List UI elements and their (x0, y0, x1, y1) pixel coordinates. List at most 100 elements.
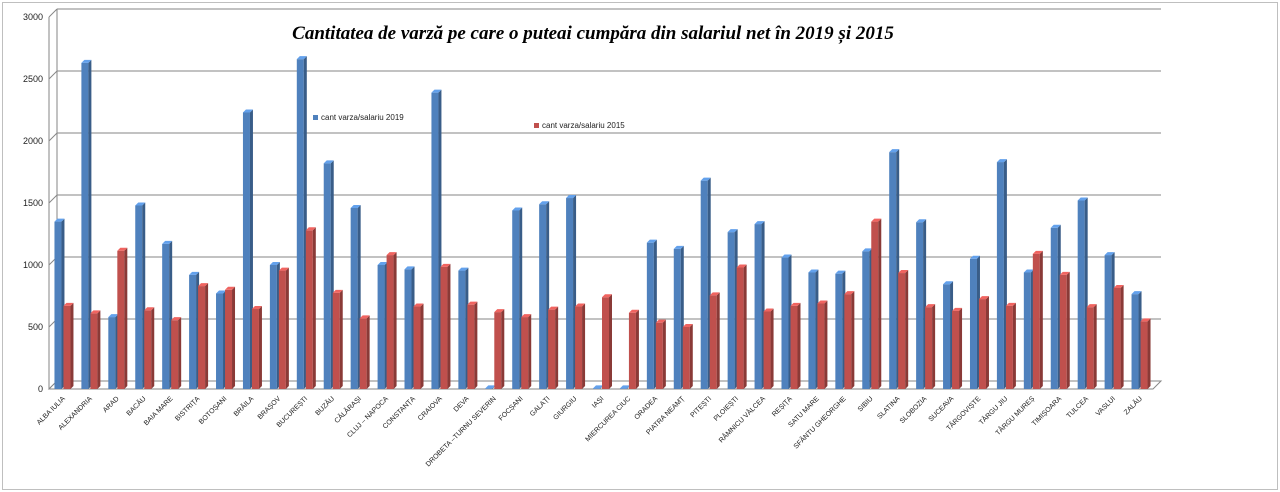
bar-top (1032, 250, 1043, 254)
bar-side (878, 218, 882, 389)
bar-top (736, 264, 747, 268)
bar-side (124, 247, 128, 389)
bar-2015 (305, 227, 316, 389)
bar-2019 (1104, 252, 1115, 389)
bar-side (70, 302, 74, 389)
bar-2019 (404, 266, 415, 389)
bar-front (916, 222, 924, 389)
x-category-label: BACĂU (124, 394, 147, 417)
bar-side (151, 307, 155, 389)
bar-front (117, 250, 125, 389)
bar-front (655, 322, 663, 389)
bar-top (1140, 318, 1151, 322)
bar-2019 (216, 290, 227, 389)
x-category-label: SLATINA (876, 395, 901, 420)
bar-top (808, 269, 819, 273)
x-category-label: SFÂNTU GHEORGHE (791, 394, 848, 451)
bar-2019 (754, 221, 765, 389)
legend-swatch-2015 (534, 123, 539, 128)
bar-2019 (512, 207, 523, 389)
bar-front (251, 309, 259, 389)
bar-2019 (1050, 224, 1061, 389)
bar-side (609, 294, 612, 389)
bar-front (619, 388, 627, 389)
bar-top (682, 324, 693, 327)
bar-front (431, 92, 439, 389)
x-category-label: SLOBOZIA (899, 395, 929, 425)
bar-side (797, 302, 801, 389)
bar-side (258, 306, 262, 389)
bar-front (521, 317, 529, 389)
x-category-label: PITEȘTI (689, 395, 713, 419)
bar-front (144, 310, 152, 389)
bar-side (447, 263, 451, 389)
bar-front (269, 265, 277, 389)
bar-2015 (440, 263, 451, 389)
bar-front (1050, 227, 1058, 389)
bar-2015 (655, 319, 666, 389)
bar-2015 (602, 294, 612, 389)
bar-front (952, 310, 960, 389)
bar-2019 (458, 267, 469, 389)
bar-2015 (467, 301, 478, 389)
bar-side (689, 324, 693, 389)
bar-side (1120, 284, 1124, 389)
bar-top (431, 89, 442, 93)
bar-top (171, 317, 182, 321)
bar-2019 (943, 281, 954, 389)
bar-2019 (566, 195, 577, 389)
bar-front (198, 286, 206, 389)
bar-2015 (575, 303, 586, 389)
bar-front (404, 269, 412, 389)
bar-top (925, 304, 936, 308)
bar-top (225, 286, 236, 290)
gridline-depth-6 (48, 8, 58, 18)
bar-top (359, 315, 370, 319)
bar-side (824, 300, 828, 389)
legend-label-2019: cant varza/salariu 2019 (321, 113, 404, 122)
bar-front (943, 284, 951, 389)
bar-front (440, 266, 448, 389)
bar-2015 (332, 289, 343, 389)
x-category-label: REȘIȚA (771, 395, 794, 418)
bar-2019 (377, 262, 388, 389)
bar-front (844, 294, 852, 389)
legend-swatch-2019 (313, 115, 318, 120)
bar-top (305, 227, 316, 231)
bar-front (1113, 287, 1121, 389)
bar-side (232, 286, 236, 389)
x-category-label: VASLUI (1095, 395, 1117, 417)
bar-side (285, 267, 289, 389)
bar-2015 (763, 308, 774, 389)
x-category-label: TULCEA (1066, 395, 1091, 420)
bar-top (278, 267, 289, 271)
bar-front (296, 59, 304, 389)
bar-top (593, 385, 603, 389)
bar-front (682, 327, 690, 389)
bar-front (862, 251, 870, 389)
bar-front (458, 270, 466, 389)
bar-front (225, 289, 233, 389)
bar-top (548, 306, 559, 310)
bar-top (521, 314, 532, 318)
bar-front (1131, 294, 1139, 389)
bar-top (952, 307, 963, 311)
x-category-label: BRĂILA (231, 394, 255, 418)
bar-top (655, 319, 666, 323)
bar-front (216, 293, 224, 389)
x-category-label: MIERCUREA CIUC (584, 395, 632, 443)
bar-2019 (916, 219, 927, 389)
bar-2015 (117, 247, 128, 389)
bar-2019 (1131, 291, 1142, 389)
bar-2015 (386, 252, 397, 389)
bar-side (501, 309, 505, 389)
bar-top (108, 314, 119, 318)
legend-item-2015: cant varza/salariu 2015 (534, 121, 625, 130)
bar-top (790, 302, 801, 306)
bar-top (251, 306, 262, 310)
bar-top (1077, 197, 1088, 201)
bar-front (602, 297, 609, 389)
bar-2015 (1113, 284, 1124, 389)
bar-top (198, 283, 209, 287)
bars (54, 56, 1151, 389)
